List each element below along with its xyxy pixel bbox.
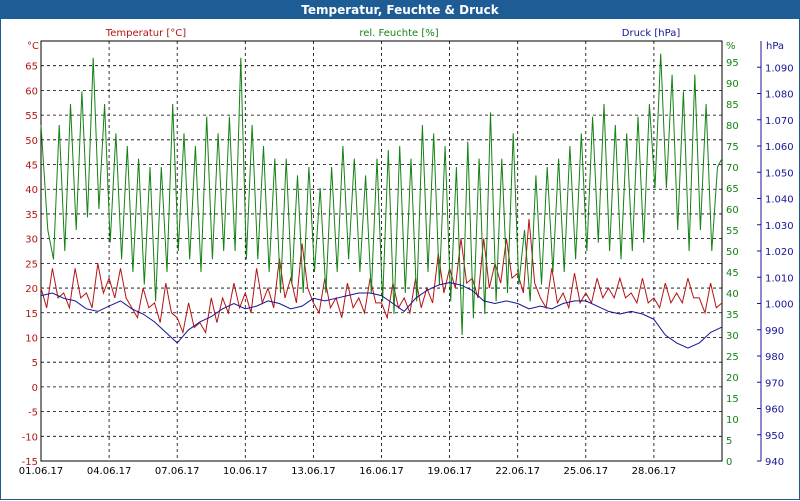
pressure-tick-label: 1.070	[765, 116, 794, 127]
humidity-tick-label: 15	[726, 394, 739, 405]
humidity-tick-label: 70	[726, 163, 739, 174]
humidity-tick-label: 30	[726, 331, 739, 342]
temperature-tick-label: 50	[25, 136, 38, 147]
humidity-tick-label: 35	[726, 310, 739, 321]
humidity-axis-unit: %	[726, 41, 736, 52]
pressure-tick-label: 1.090	[765, 63, 794, 74]
humidity-tick-label: 65	[726, 184, 739, 195]
pressure-series-line	[40, 281, 723, 349]
x-tick-label: 10.06.17	[223, 466, 268, 477]
temperature-tick-label: 40	[25, 185, 38, 196]
x-tick-label: 25.06.17	[564, 466, 609, 477]
humidity-tick-label: 75	[726, 142, 739, 153]
temperature-tick-label: 45	[25, 161, 38, 172]
temperature-tick-label: 60	[25, 86, 38, 97]
humidity-tick-label: 60	[726, 205, 739, 216]
temperature-tick-label: 0	[32, 383, 38, 394]
humidity-tick-label: 80	[726, 121, 739, 132]
humidity-tick-label: 85	[726, 100, 739, 111]
x-tick-label: 01.06.17	[19, 466, 64, 477]
humidity-tick-label: 0	[726, 457, 732, 468]
pressure-tick-label: 940	[765, 457, 784, 468]
x-tick-label: 13.06.17	[291, 466, 336, 477]
humidity-tick-label: 25	[726, 352, 739, 363]
pressure-tick-label: 1.020	[765, 247, 794, 258]
pressure-tick-label: 990	[765, 326, 784, 337]
pressure-tick-label: 980	[765, 352, 784, 363]
humidity-series-line	[40, 53, 723, 336]
temperature-tick-label: 65	[25, 62, 38, 73]
pressure-tick-label: 1.080	[765, 90, 794, 101]
pressure-tick-label: 970	[765, 378, 784, 389]
humidity-tick-label: 50	[726, 247, 739, 258]
window-title: Temperatur, Feuchte & Druck	[1, 1, 799, 19]
humidity-tick-label: 90	[726, 79, 739, 90]
temperature-tick-label: 10	[25, 333, 38, 344]
x-tick-label: 28.06.17	[632, 466, 677, 477]
temperature-tick-label: 25	[25, 259, 38, 270]
humidity-tick-label: 10	[726, 415, 739, 426]
pressure-tick-label: 1.040	[765, 195, 794, 206]
x-tick-label: 19.06.17	[427, 466, 472, 477]
temperature-tick-label: 55	[25, 111, 38, 122]
humidity-series-label: rel. Feuchte [%]	[359, 28, 438, 39]
temperature-tick-label: 30	[25, 235, 38, 246]
pressure-series-label: Druck [hPa]	[622, 28, 681, 39]
temperature-tick-label: 20	[25, 284, 38, 295]
x-tick-label: 22.06.17	[495, 466, 540, 477]
humidity-tick-label: 40	[726, 289, 739, 300]
x-tick-label: 07.06.17	[155, 466, 200, 477]
pressure-tick-label: 1.010	[765, 273, 794, 284]
pressure-tick-label: 1.030	[765, 221, 794, 232]
temperature-tick-label: -15	[22, 457, 38, 468]
humidity-tick-label: 45	[726, 268, 739, 279]
temperature-tick-label: 15	[25, 309, 38, 320]
humidity-tick-label: 5	[726, 436, 732, 447]
temperature-series-label: Temperatur [°C]	[105, 28, 186, 39]
humidity-tick-label: 95	[726, 58, 739, 69]
temperature-tick-label: 5	[32, 358, 38, 369]
humidity-tick-label: 20	[726, 373, 739, 384]
temperature-tick-label: -10	[22, 432, 38, 443]
temperature-axis-unit: °C	[27, 41, 39, 52]
x-tick-label: 16.06.17	[359, 466, 404, 477]
pressure-tick-label: 950	[765, 431, 784, 442]
pressure-tick-label: 1.060	[765, 142, 794, 153]
temperature-tick-label: -5	[28, 408, 38, 419]
pressure-tick-label: 960	[765, 405, 784, 416]
humidity-tick-label: 55	[726, 226, 739, 237]
x-tick-label: 04.06.17	[87, 466, 132, 477]
pressure-tick-label: 1.050	[765, 168, 794, 179]
temperature-series-line	[40, 218, 723, 335]
temperature-tick-label: 35	[25, 210, 38, 221]
pressure-tick-label: 1.000	[765, 300, 794, 311]
pressure-axis-unit: hPa	[766, 41, 784, 52]
